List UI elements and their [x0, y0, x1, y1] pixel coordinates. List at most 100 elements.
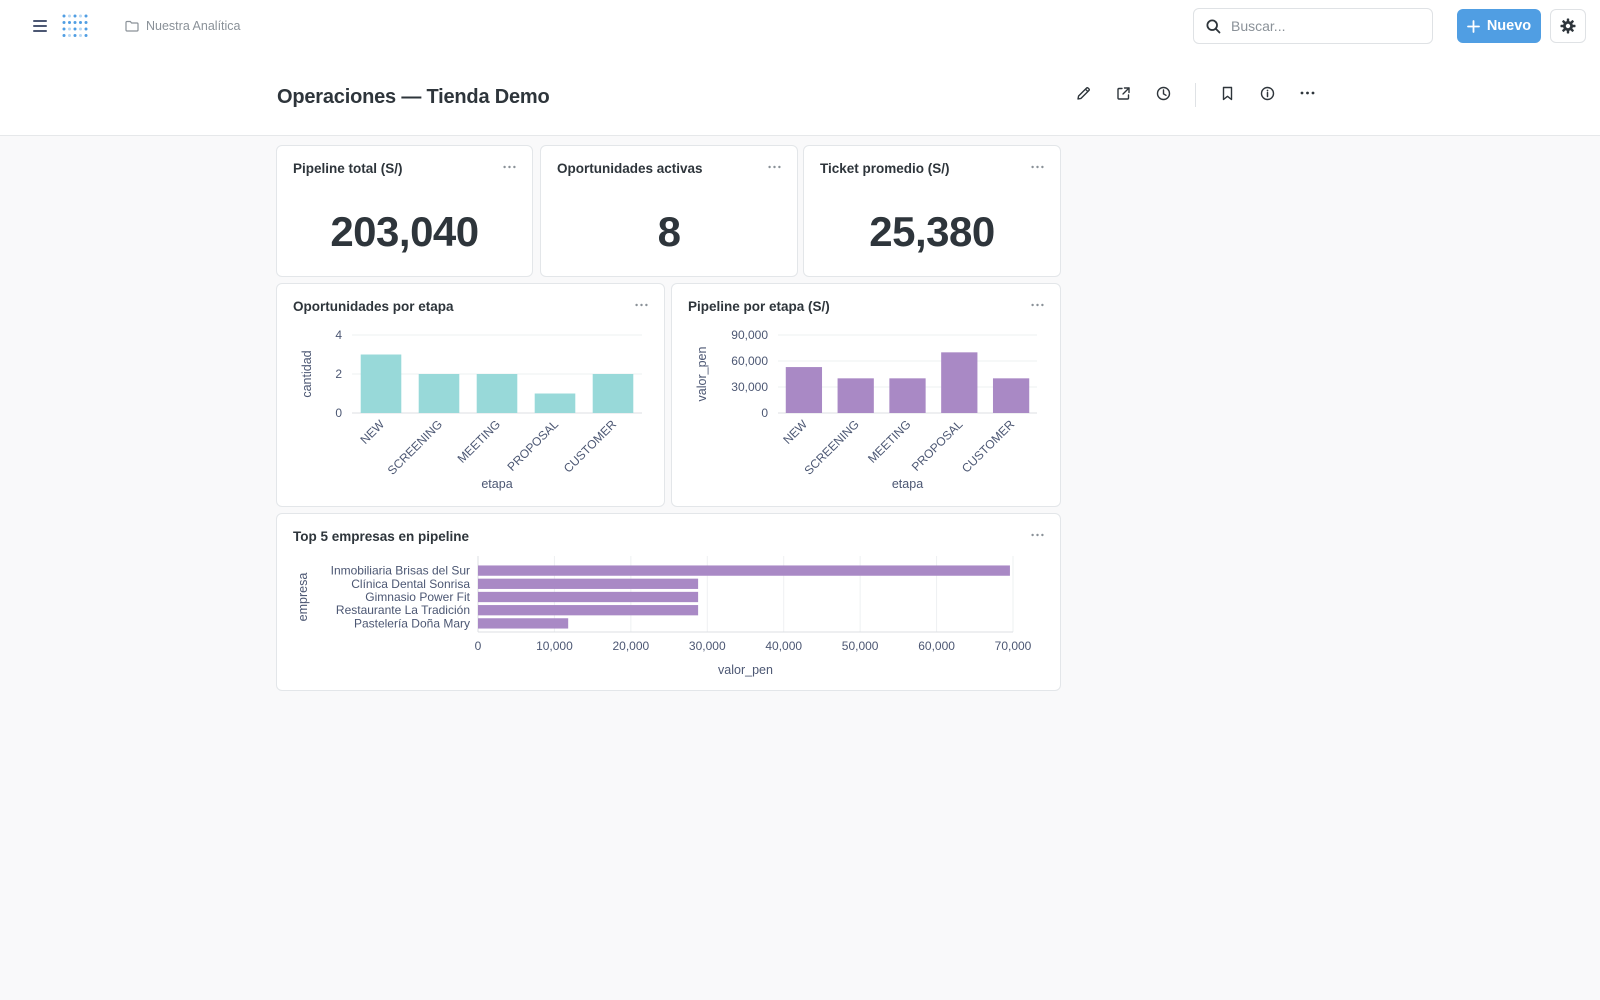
bar-new[interactable] [785, 367, 823, 413]
bar-empresa[interactable] [478, 565, 1010, 576]
card-menu-button[interactable] [496, 156, 522, 178]
x-tick-label: CUSTOMER [561, 417, 620, 476]
logo-dot [73, 34, 77, 37]
share-button[interactable] [1111, 81, 1135, 105]
card-oportunidades-activas[interactable]: Oportunidades activas 8 [540, 145, 798, 277]
x-tick-label: SCREENING [385, 417, 445, 477]
bar-meeting[interactable] [476, 374, 518, 413]
card-menu-button[interactable] [761, 156, 787, 178]
bar-screening[interactable] [418, 374, 460, 413]
y-tick-label: 60,000 [731, 354, 768, 368]
logo-dot [79, 14, 82, 18]
y-tick-label: Pastelería Doña Mary [354, 616, 470, 630]
logo-dot [62, 27, 66, 31]
logo-dot [79, 27, 82, 31]
bar-new[interactable] [360, 354, 402, 414]
x-tick-label: 40,000 [765, 639, 802, 653]
dashboard-title[interactable]: Operaciones — Tienda Demo [277, 86, 550, 108]
logo-dot [84, 27, 88, 31]
card-title[interactable]: Top 5 empresas en pipeline [293, 529, 470, 544]
ellipsis-icon [1030, 165, 1044, 169]
x-tick-label: MEETING [455, 417, 504, 466]
header-divider [1195, 83, 1196, 107]
settings-button[interactable] [1550, 9, 1586, 43]
plus-icon [1466, 19, 1480, 33]
breadcrumb-collection-name[interactable]: Nuestra Analítica [146, 19, 241, 33]
y-axis-title: cantidad [300, 350, 314, 397]
y-tick-label: Gimnasio Power Fit [365, 590, 470, 604]
bar-empresa[interactable] [478, 578, 699, 589]
y-tick-label: 2 [335, 367, 342, 381]
card-title[interactable]: Oportunidades por etapa [293, 299, 454, 314]
scalar-value[interactable]: 203,040 [330, 208, 479, 255]
card-pipeline-total[interactable]: Pipeline total (S/) 203,040 [276, 145, 533, 277]
scalar-value[interactable]: 25,380 [869, 208, 995, 255]
logo-dot [84, 14, 88, 18]
bar-meeting[interactable] [889, 378, 926, 413]
scalar-value[interactable]: 8 [657, 208, 681, 255]
bar-empresa[interactable] [478, 605, 699, 616]
x-tick-label: MEETING [865, 417, 914, 466]
pencil-icon [1076, 86, 1090, 100]
card-title[interactable]: Oportunidades activas [557, 161, 703, 176]
bar-empresa[interactable] [478, 618, 569, 629]
bar-customer[interactable] [992, 378, 1030, 413]
new-button[interactable]: Nuevo [1457, 9, 1541, 43]
card-title[interactable]: Pipeline total (S/) [293, 161, 403, 176]
card-oportunidades-por-etapa[interactable]: Oportunidades por etapa 0 2 4 NEW SCREENING M… [276, 283, 665, 507]
logo-dot [84, 21, 88, 24]
logo-dot [68, 14, 71, 18]
card-title[interactable]: Pipeline por etapa (S/) [688, 299, 830, 314]
info-button[interactable] [1255, 81, 1279, 105]
logo-dot [68, 21, 71, 24]
card-menu-button[interactable] [628, 294, 654, 316]
breadcrumb[interactable]: Nuestra Analítica [125, 16, 241, 36]
ellipsis-icon [1030, 533, 1044, 537]
search-box[interactable] [1193, 8, 1433, 44]
bar-screening[interactable] [837, 378, 874, 413]
dashboard-header: Operaciones — Tienda Demo [0, 52, 1600, 136]
card-menu-button[interactable] [1024, 524, 1050, 546]
card-menu-button[interactable] [1024, 294, 1050, 316]
card-menu-button[interactable] [1024, 156, 1050, 178]
share-external-icon [1116, 86, 1130, 100]
logo-dot [79, 34, 82, 37]
y-tick-label: 90,000 [731, 328, 768, 342]
x-tick-label: SCREENING [801, 417, 861, 477]
logo-dot [62, 14, 66, 18]
horizontal-bar-chart-empresas[interactable]: 0 10,000 20,000 30,000 40,000 50,000 60,000 70,… [277, 514, 1060, 690]
ellipsis-icon [1030, 303, 1044, 307]
x-axis-title: valor_pen [718, 663, 773, 677]
x-tick-label: 10,000 [536, 639, 573, 653]
x-axis-title: etapa [481, 477, 512, 491]
logo-dot [62, 21, 66, 24]
logo-dot [68, 27, 71, 31]
folder-icon [125, 20, 139, 32]
card-ticket-promedio[interactable]: Ticket promedio (S/) 25,380 [803, 145, 1061, 277]
edit-dashboard-button[interactable] [1071, 81, 1095, 105]
history-button[interactable] [1151, 81, 1175, 105]
bookmark-button[interactable] [1215, 81, 1239, 105]
more-options-button[interactable] [1295, 81, 1319, 105]
bar-empresa[interactable] [478, 591, 699, 603]
clock-icon [1156, 86, 1170, 100]
bar-proposal[interactable] [941, 352, 978, 413]
x-tick-label: 60,000 [918, 639, 955, 653]
search-input[interactable] [1231, 18, 1421, 34]
card-pipeline-por-etapa[interactable]: Pipeline por etapa (S/) 0 30,000 60,000 90,… [671, 283, 1061, 507]
x-axis-title: etapa [892, 477, 923, 491]
metabase-logo-icon[interactable] [60, 12, 90, 40]
bar-customer[interactable] [592, 374, 634, 413]
x-tick-label: NEW [357, 417, 387, 447]
x-tick-label: PROPOSAL [909, 417, 966, 474]
card-top-empresas[interactable]: Top 5 empresas en pipeline 0 10,000 20,000… [276, 513, 1061, 691]
gear-icon [1560, 18, 1576, 34]
hamburger-menu-icon[interactable] [28, 14, 52, 38]
info-icon [1260, 86, 1274, 100]
bar-proposal[interactable] [534, 393, 576, 414]
ellipsis-icon [502, 165, 516, 169]
card-title[interactable]: Ticket promedio (S/) [820, 161, 950, 176]
y-tick-label: 30,000 [731, 380, 768, 394]
